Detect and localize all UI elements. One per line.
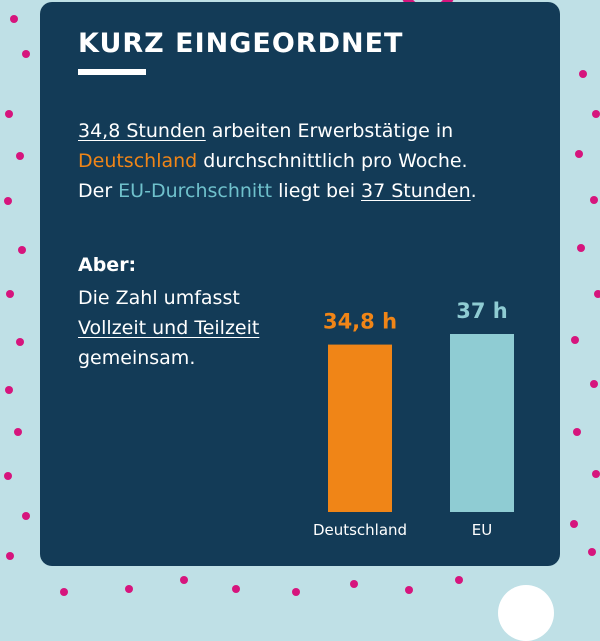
bar-chart: 34,8 h Deutschland 37 h EU: [313, 299, 514, 539]
decorative-dot: [232, 585, 240, 593]
title-underline: [78, 69, 146, 75]
intro-line3-start: Der: [78, 180, 119, 202]
decorative-dot: [455, 576, 463, 584]
decorative-dot: [60, 588, 68, 596]
intro-text: 34,8 Stunden arbeiten Erwerbstätige in D…: [78, 116, 548, 206]
aber-heading: Aber:: [78, 254, 137, 276]
decorative-dot: [4, 197, 12, 205]
decorative-dot: [577, 244, 585, 252]
country-de-text: Deutschland: [78, 150, 198, 172]
decorative-dot: [5, 110, 13, 118]
decorative-dot: [594, 290, 600, 298]
decorative-dot: [10, 15, 18, 23]
decorative-dot: [571, 336, 579, 344]
decorative-dot: [405, 586, 413, 594]
category-label-deutschland: Deutschland: [313, 521, 407, 539]
hours-eu-text: 37 Stunden: [361, 180, 471, 202]
aber-line2: Vollzeit und Teilzeit: [78, 317, 260, 339]
intro-line2-rest: durchschnittlich pro Woche.: [197, 150, 468, 172]
decorative-dot: [575, 150, 583, 158]
decorative-dot: [6, 552, 14, 560]
decorative-dot: [22, 512, 30, 520]
aber-line3: gemeinsam.: [78, 347, 196, 369]
decorative-dot: [592, 470, 600, 478]
decorative-dot: [16, 338, 24, 346]
decorative-dot: [14, 428, 22, 436]
value-label-deutschland: 34,8 h: [323, 310, 397, 334]
decorative-dot: [579, 70, 587, 78]
decorative-dot: [125, 585, 133, 593]
decorative-dot: [180, 576, 188, 584]
value-label-eu: 37 h: [456, 299, 508, 323]
aber-line1: Die Zahl umfasst: [78, 287, 240, 309]
bar-eu: [450, 334, 514, 512]
decorative-dot: [5, 386, 13, 394]
decorative-dot: [573, 428, 581, 436]
decorative-dot: [16, 152, 24, 160]
info-card: KURZ EINGEORDNET 34,8 Stunden arbeiten E…: [40, 2, 560, 566]
card-title: KURZ EINGEORDNET: [78, 28, 404, 59]
decorative-dot: [590, 196, 598, 204]
decorative-dot: [590, 380, 598, 388]
decorative-dot: [588, 548, 596, 556]
decorative-dot: [350, 580, 358, 588]
decorative-dot: [570, 520, 578, 528]
intro-line3-end: .: [470, 180, 477, 202]
intro-line3-mid: liegt bei: [272, 180, 362, 202]
bar-deutschland: [328, 344, 392, 512]
decorative-dot: [4, 472, 12, 480]
aber-text: Die Zahl umfasst Vollzeit und Teilzeit g…: [78, 283, 308, 373]
eu-average-text: EU-Durchschnitt: [118, 180, 273, 202]
category-label-eu: EU: [472, 521, 492, 539]
decorative-dot: [6, 290, 14, 298]
decorative-dot: [22, 50, 30, 58]
decorative-circle: [498, 585, 554, 641]
intro-line1-rest: arbeiten Erwerbstätige in: [205, 120, 454, 142]
decorative-dot: [18, 246, 26, 254]
decorative-dot: [292, 588, 300, 596]
decorative-dot: [592, 110, 600, 118]
hours-de-text: 34,8 Stunden: [78, 120, 206, 142]
